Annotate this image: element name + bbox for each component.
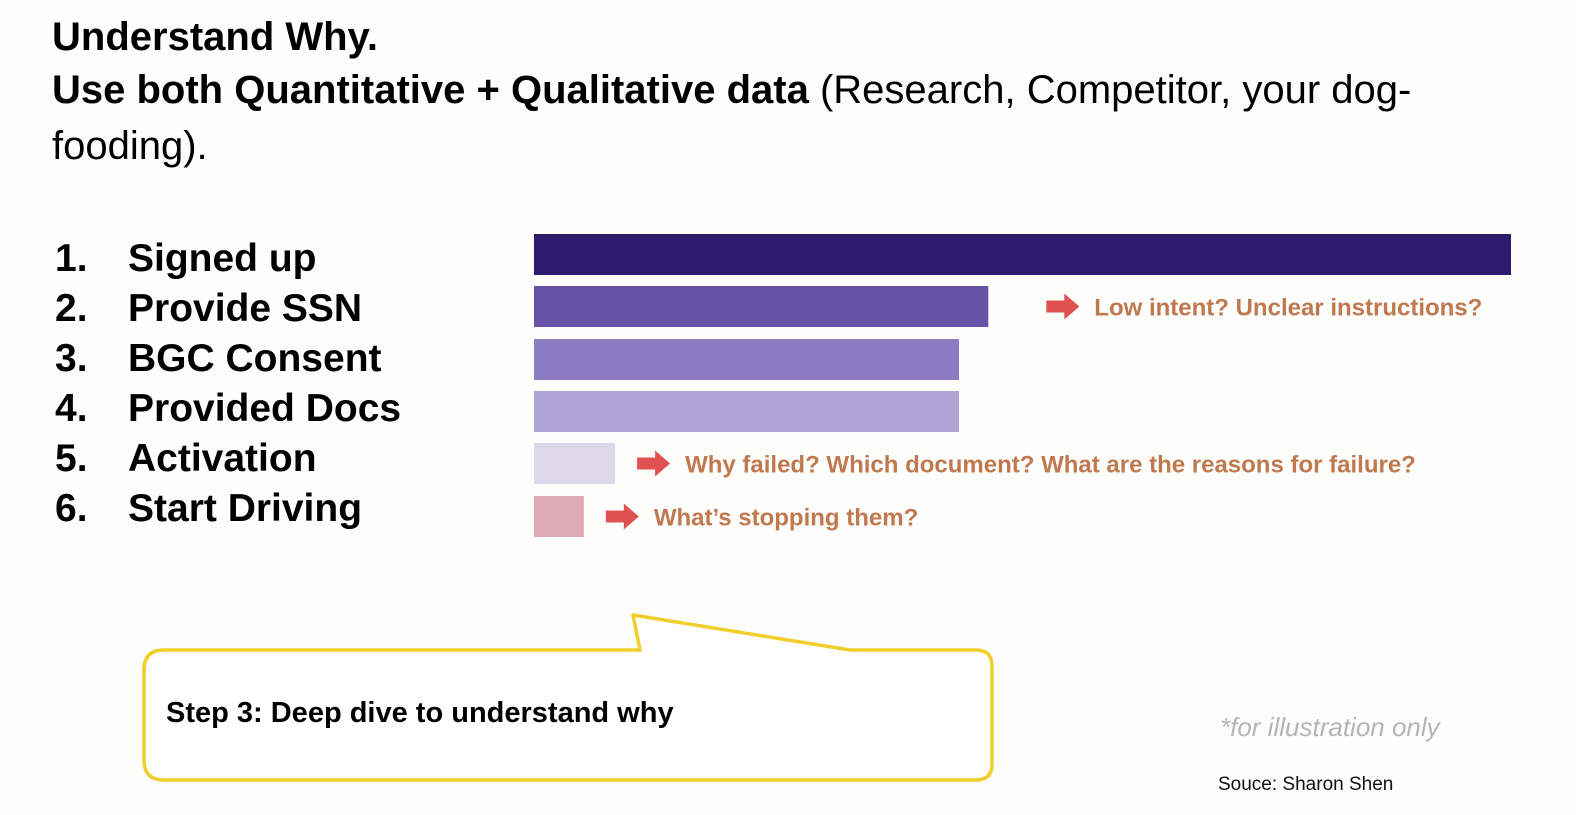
funnel-step: 5. Activation — [55, 434, 317, 484]
title-subheading: Use both Quantitative + Qualitative data… — [52, 62, 1492, 174]
funnel-bar — [534, 496, 584, 537]
step-label: Activation — [128, 437, 317, 480]
callout-bubble — [142, 613, 994, 782]
step-label: Provide SSN — [128, 287, 363, 330]
funnel-bar — [534, 286, 989, 327]
arrow-right-icon — [605, 503, 639, 530]
step-label: BGC Consent — [128, 337, 382, 380]
source-credit: Souce: Sharon Shen — [1218, 774, 1394, 795]
funnel-bar — [534, 234, 1511, 275]
funnel-bar — [534, 339, 959, 380]
funnel-step: 6. Start Driving — [55, 484, 362, 534]
step-number: 2. — [55, 287, 88, 330]
arrow-right-icon — [637, 450, 671, 477]
step-label: Signed up — [128, 237, 317, 280]
footnote: *for illustration only — [1220, 712, 1440, 742]
step-number: 5. — [55, 437, 88, 480]
step-number: 4. — [55, 387, 88, 430]
title-subheading-bold: Use both Quantitative + Qualitative data — [52, 68, 809, 112]
funnel-annotation: Why failed? Which document? What are the… — [685, 452, 1416, 479]
funnel-bar — [534, 391, 959, 432]
funnel-annotation: What’s stopping them? — [654, 505, 918, 532]
step-number: 6. — [55, 487, 88, 530]
title-subheading-rest: (Research, Competitor, your dog-fooding)… — [52, 68, 1412, 168]
funnel-step: 4. Provided Docs — [55, 384, 401, 434]
funnel-bars — [534, 234, 1511, 537]
funnel-step: 3. BGC Consent — [55, 334, 382, 384]
slide-title: Understand Why. Use both Quantitative + … — [52, 12, 1492, 174]
funnel-annotations: Low intent? Unclear instructions? Why fai… — [605, 293, 1482, 532]
step-label: Provided Docs — [128, 387, 402, 430]
callout-text: Step 3: Deep dive to understand why — [166, 697, 674, 729]
arrow-right-icon — [1046, 293, 1080, 320]
funnel-bar — [534, 443, 616, 484]
funnel-step: 1. Signed up — [55, 234, 317, 284]
funnel-step: 2. Provide SSN — [55, 284, 362, 334]
step-number: 1. — [55, 237, 88, 280]
step-label: Start Driving — [128, 487, 363, 530]
funnel-annotation: Low intent? Unclear instructions? — [1094, 295, 1482, 322]
step-number: 3. — [55, 337, 88, 380]
title-heading: Understand Why. — [52, 15, 378, 59]
